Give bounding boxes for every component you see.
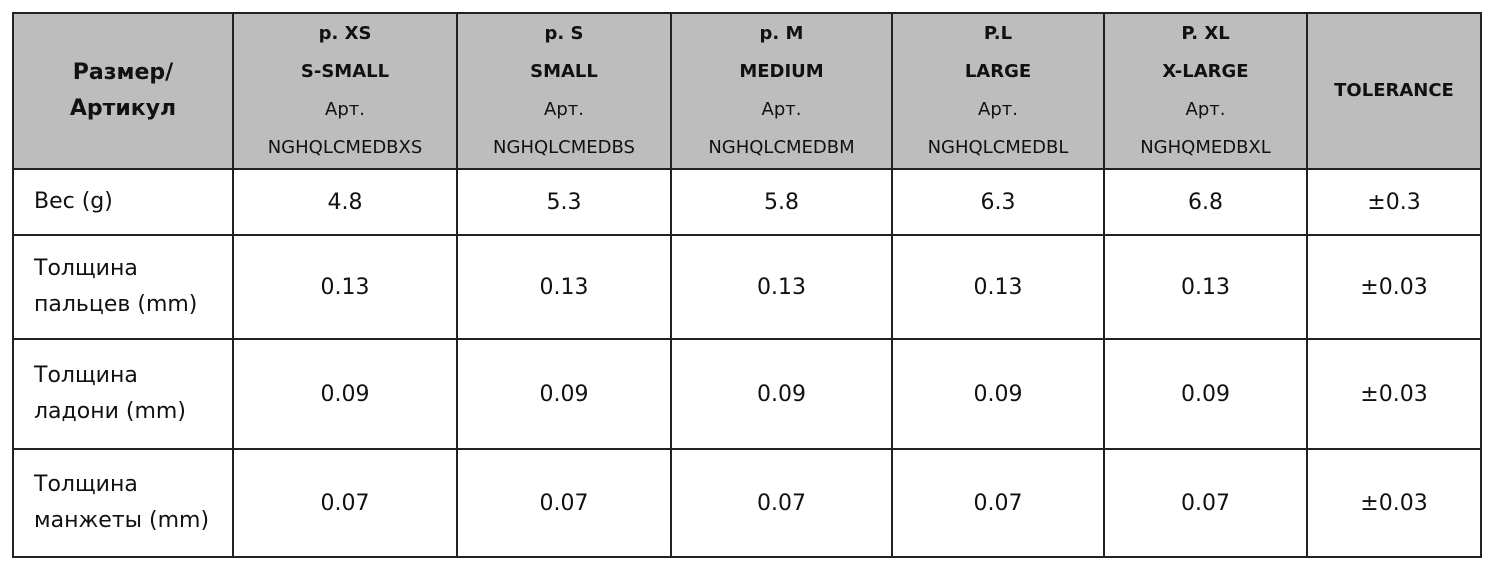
row-label-line: Толщина: [34, 363, 138, 388]
data-row: Толщина пальцев (mm) 0.13 0.13 0.13 0.13 0.13 ±…: [12, 234, 1482, 340]
data-row: Толщина манжеты (mm) 0.07 0.07 0.07 0.07 0.07 ±…: [12, 448, 1482, 558]
size-name: SMALL: [530, 61, 598, 82]
value-cell: 5.8: [670, 168, 893, 236]
spec-table: Размер/Артикул p. XS S-SMALL Арт. NGHQLCMEDB…: [12, 12, 1482, 558]
size-header: p. XS S-SMALL Арт. NGHQLCMEDBXS: [232, 12, 458, 170]
value-cell: 0.09: [670, 338, 893, 450]
value-cell: 0.09: [232, 338, 458, 450]
table-header: Размер/Артикул p. XS S-SMALL Арт. NGHQLCMEDB…: [12, 12, 1482, 170]
value-cell: 0.13: [456, 234, 672, 340]
row-label: Толщина ладони (mm): [12, 338, 234, 450]
size-code: p. XS: [318, 23, 372, 44]
size-header: P.L LARGE Арт. NGHQLCMEDBL: [891, 12, 1105, 170]
value-cell: 0.13: [232, 234, 458, 340]
value-cell: 0.09: [1103, 338, 1308, 450]
tolerance-header: TOLERANCE: [1306, 12, 1482, 170]
value-cell: 0.07: [1103, 448, 1308, 558]
size-name: MEDIUM: [739, 61, 824, 82]
article-label: Арт.: [325, 99, 365, 120]
size-name: S-SMALL: [300, 61, 390, 82]
size-header: p. M MEDIUM Арт. NGHQLCMEDBM: [670, 12, 893, 170]
value-cell: 0.09: [456, 338, 672, 450]
row-label-line: манжеты (mm): [34, 508, 210, 533]
row-label: Толщина манжеты (mm): [12, 448, 234, 558]
article-label: Арт.: [544, 99, 584, 120]
article-label: Арт.: [1185, 99, 1226, 120]
tolerance-cell: ±0.3: [1306, 168, 1482, 236]
article-number: NGHQLCMEDBM: [708, 137, 855, 158]
tolerance-cell: ±0.03: [1306, 234, 1482, 340]
row-label-line: Толщина: [34, 256, 138, 281]
corner-line: Артикул: [69, 96, 177, 121]
value-cell: 6.8: [1103, 168, 1308, 236]
value-cell: 5.3: [456, 168, 672, 236]
value-cell: 0.07: [891, 448, 1105, 558]
value-cell: 0.07: [232, 448, 458, 558]
size-name: LARGE: [964, 61, 1032, 82]
row-label-line: пальцев (mm): [34, 292, 198, 317]
article-label: Арт.: [978, 99, 1018, 120]
tolerance-cell: ±0.03: [1306, 338, 1482, 450]
data-row: Вес (g) 4.8 5.3 5.8 6.3 6.8 ±0.3: [12, 168, 1482, 236]
size-code: P. XL: [1181, 23, 1230, 44]
size-header: P. XL X-LARGE Арт. NGHQMEDBXL: [1103, 12, 1308, 170]
article-label: Арт.: [761, 99, 802, 120]
value-cell: 0.13: [670, 234, 893, 340]
value-cell: 4.8: [232, 168, 458, 236]
row-label-line: Толщина: [34, 472, 138, 497]
row-label: Толщина пальцев (mm): [12, 234, 234, 340]
value-cell: 6.3: [891, 168, 1105, 236]
corner-cell: Размер/Артикул: [12, 12, 234, 170]
size-code: p. S: [544, 23, 584, 44]
size-code: p. M: [759, 23, 804, 44]
size-code: P.L: [983, 23, 1013, 44]
value-cell: 0.07: [456, 448, 672, 558]
row-label-line: Вес (g): [34, 189, 113, 214]
value-cell: 0.13: [891, 234, 1105, 340]
article-number: NGHQLCMEDBL: [927, 137, 1069, 158]
data-row: Толщина ладони (mm) 0.09 0.09 0.09 0.09 0.09 ±0…: [12, 338, 1482, 450]
value-cell: 0.09: [891, 338, 1105, 450]
value-cell: 0.13: [1103, 234, 1308, 340]
row-label: Вес (g): [12, 168, 234, 236]
tolerance-cell: ±0.03: [1306, 448, 1482, 558]
size-name: X-LARGE: [1162, 61, 1249, 82]
corner-line: Размер/: [72, 60, 174, 85]
value-cell: 0.07: [670, 448, 893, 558]
row-label-line: ладони (mm): [34, 399, 186, 424]
article-number: NGHQLCMEDBXS: [267, 137, 423, 158]
size-header: p. S SMALL Арт. NGHQLCMEDBS: [456, 12, 672, 170]
table-body: Вес (g) 4.8 5.3 5.8 6.3 6.8 ±0.3 Толщина пальцев…: [12, 168, 1482, 558]
article-number: NGHQLCMEDBS: [493, 137, 635, 158]
header-row: Размер/Артикул p. XS S-SMALL Арт. NGHQLCMEDB…: [12, 12, 1482, 170]
article-number: NGHQMEDBXL: [1140, 137, 1271, 158]
tolerance-title: TOLERANCE: [1334, 80, 1454, 101]
